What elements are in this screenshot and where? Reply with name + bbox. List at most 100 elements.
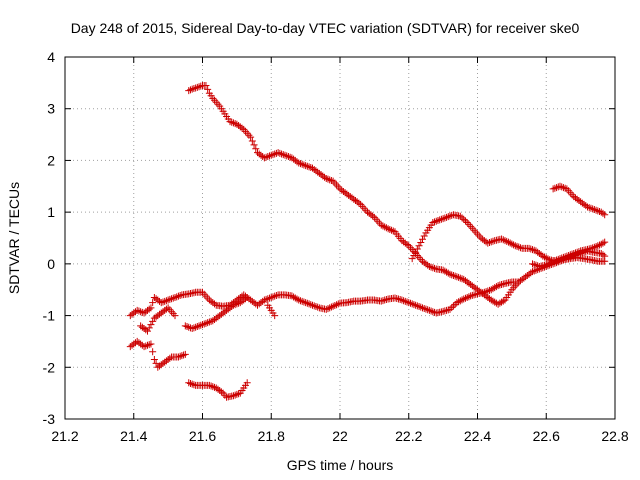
- data-point: [174, 353, 182, 361]
- data-point: [460, 295, 468, 303]
- data-point: [231, 301, 239, 309]
- data-point: [453, 273, 461, 281]
- data-point: [529, 246, 536, 254]
- data-point: [427, 307, 435, 315]
- data-point: [513, 280, 521, 288]
- data-point: [468, 224, 476, 232]
- data-point: [214, 100, 222, 108]
- data-point: [178, 352, 186, 360]
- data-point: [434, 217, 442, 225]
- data-point: [243, 379, 251, 387]
- data-point: [305, 300, 313, 308]
- data-point: [585, 245, 593, 253]
- data-point: [157, 299, 165, 307]
- data-point: [448, 271, 456, 279]
- data-point: [193, 323, 201, 331]
- data-point: [262, 153, 270, 161]
- data-point: [295, 296, 303, 304]
- data-point: [563, 185, 571, 193]
- data-point: [470, 291, 478, 299]
- data-point: [424, 306, 432, 314]
- data-point: [190, 381, 198, 389]
- data-point: [174, 292, 182, 300]
- data-point: [181, 350, 189, 358]
- data-point: [274, 149, 282, 157]
- data-point: [382, 224, 390, 232]
- data-point: [322, 305, 330, 313]
- data-point: [192, 323, 200, 331]
- data-point: [149, 317, 157, 325]
- data-point: [455, 298, 463, 306]
- data-point: [300, 161, 308, 169]
- data-point: [188, 85, 196, 93]
- data-point: [204, 294, 212, 302]
- data-point: [147, 304, 155, 312]
- data-point: [176, 352, 184, 360]
- data-point: [138, 308, 146, 316]
- data-point: [142, 342, 150, 350]
- data-point: [298, 160, 306, 168]
- data-point: [185, 323, 193, 331]
- data-point: [133, 306, 141, 314]
- data-point: [314, 303, 322, 311]
- data-point: [199, 288, 206, 296]
- data-point: [384, 225, 392, 233]
- data-point: [410, 251, 418, 259]
- data-point: [307, 164, 315, 172]
- data-point: [455, 273, 463, 281]
- y-tick-label: 3: [47, 101, 55, 117]
- data-point: [406, 244, 414, 252]
- data-point: [186, 86, 194, 94]
- data-point: [180, 351, 188, 359]
- data-point: [465, 293, 473, 301]
- data-point: [264, 295, 272, 303]
- data-point: [176, 292, 184, 300]
- data-point: [565, 251, 573, 259]
- data-point: [448, 304, 456, 312]
- data-point: [492, 283, 500, 291]
- data-point: [202, 319, 210, 327]
- data-point: [494, 282, 502, 290]
- data-point: [461, 294, 469, 302]
- data-point: [276, 149, 284, 157]
- data-point: [601, 238, 609, 246]
- data-point: [162, 305, 170, 313]
- data-point: [468, 291, 476, 299]
- data-point: [188, 325, 196, 332]
- data-point: [302, 162, 310, 170]
- data-point: [358, 202, 366, 210]
- data-point: [474, 230, 481, 238]
- data-point: [539, 252, 547, 260]
- data-point: [269, 151, 277, 159]
- data-point: [296, 160, 304, 168]
- data-point: [243, 129, 251, 137]
- data-point: [596, 241, 604, 249]
- data-point: [329, 302, 337, 310]
- data-point: [575, 248, 583, 256]
- data-point: [446, 270, 454, 278]
- data-point: [161, 297, 169, 305]
- data-point: [559, 253, 567, 261]
- data-point: [489, 237, 497, 245]
- data-point: [197, 321, 205, 329]
- data-point: [241, 127, 249, 135]
- data-point: [412, 248, 420, 256]
- data-point: [145, 305, 153, 313]
- data-point: [355, 199, 363, 207]
- data-point: [183, 323, 191, 331]
- data-point: [456, 274, 464, 282]
- data-point: [190, 324, 198, 332]
- data-point: [171, 293, 179, 301]
- data-point: [204, 319, 212, 327]
- data-point: [499, 280, 507, 288]
- series-track-b: [126, 293, 251, 401]
- data-point: [599, 239, 607, 247]
- data-point: [589, 205, 597, 213]
- data-point: [235, 299, 243, 307]
- data-point: [185, 87, 193, 95]
- data-point: [487, 238, 495, 246]
- data-point: [205, 381, 213, 389]
- data-point: [419, 304, 426, 312]
- data-point: [247, 133, 255, 141]
